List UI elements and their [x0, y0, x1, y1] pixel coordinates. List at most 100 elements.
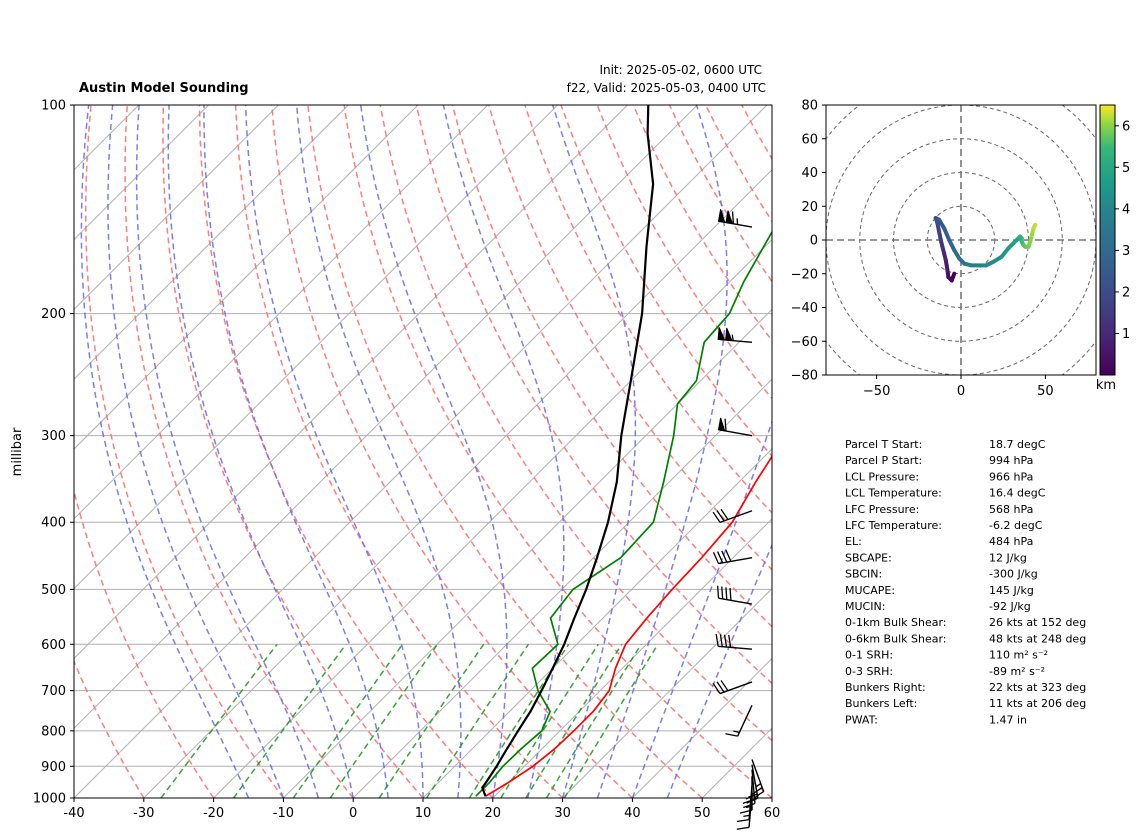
- moist-adiabat: [135, 105, 320, 798]
- hodograph-segment: [942, 226, 952, 242]
- barb-full: [736, 826, 750, 830]
- parameter-value: 966 hPa: [989, 470, 1033, 483]
- parameter-label: LFC Pressure:: [845, 503, 919, 516]
- moist-adiabat: [244, 105, 424, 798]
- barb-staff: [736, 705, 753, 737]
- y-tick-label: 600: [41, 638, 66, 653]
- x-tick-label: 40: [624, 806, 641, 821]
- barb-flag: [725, 327, 733, 342]
- x-tick-label: -40: [63, 806, 84, 821]
- parameter-label: SBCIN:: [845, 568, 882, 581]
- x-tick-label: -30: [133, 806, 154, 821]
- parameter-value: 1.47 in: [989, 713, 1027, 726]
- wind-barb: [725, 705, 753, 737]
- barb-staff: [719, 681, 753, 695]
- hodograph-colorbar: [1099, 104, 1116, 376]
- colorbar-tick-label: 4: [1122, 202, 1130, 217]
- moist-adiabat: [666, 543, 772, 798]
- hodo-y-tick-label: 80: [801, 99, 818, 114]
- barb-full: [712, 552, 720, 564]
- wind-barb: [712, 680, 753, 695]
- wind-barb: [736, 793, 753, 830]
- barb-staff: [751, 764, 759, 799]
- parameter-label: EL:: [845, 535, 862, 548]
- isotherm: [283, 308, 772, 798]
- barb-full: [724, 418, 727, 432]
- parameter-value: 12 J/kg: [989, 551, 1027, 564]
- dry-adiabat: [198, 105, 494, 798]
- colorbar-tick-label: 1: [1122, 327, 1130, 342]
- dry-adiabat: [668, 105, 772, 283]
- dewpoint-profile: [475, 230, 772, 797]
- skew-t-plot-frame: [73, 104, 773, 799]
- temperature-profile: [485, 454, 772, 797]
- parameter-label: 0-1km Bulk Shear:: [845, 616, 947, 629]
- dry-adiabat: [307, 105, 703, 798]
- mixing-ratio-line: [563, 643, 659, 798]
- barb-flag: [725, 210, 733, 225]
- parameter-label: LFC Temperature:: [845, 519, 942, 532]
- colorbar-tick-label: 5: [1122, 161, 1130, 176]
- parameter-value: 16.4 degC: [989, 487, 1046, 500]
- moist-adiabat: [203, 105, 389, 798]
- isotherm: [74, 105, 489, 520]
- barb-full: [716, 585, 720, 599]
- mixing-ratio-line: [232, 643, 347, 798]
- hodo-y-tick-label: 0: [810, 234, 818, 249]
- barb-full: [723, 634, 728, 648]
- parameter-value: -92 J/kg: [989, 600, 1031, 613]
- barb-full: [720, 680, 729, 692]
- parameter-value: 22 kts at 323 deg: [989, 681, 1086, 694]
- init-time: Init: 2025-05-02, 0600 UTC: [599, 63, 762, 77]
- barb-full: [728, 635, 732, 648]
- mixing-ratio-line: [329, 643, 439, 798]
- moist-adiabat: [551, 105, 637, 798]
- barb-full: [731, 211, 735, 224]
- skew-t-background-lines: [74, 105, 1142, 798]
- hodo-y-tick-label: 40: [801, 166, 818, 181]
- barb-half: [731, 334, 734, 341]
- parameter-value: 568 hPa: [989, 503, 1033, 516]
- dry-adiabat: [778, 105, 1142, 798]
- y-tick-label: 500: [41, 583, 66, 598]
- dry-adiabat: [162, 105, 424, 798]
- valid-time: f22, Valid: 2025-05-03, 0400 UTC: [567, 81, 766, 95]
- y-tick-label: 300: [41, 429, 66, 444]
- hodo-y-tick-label: 60: [801, 132, 818, 147]
- x-tick-label: -10: [273, 806, 294, 821]
- moist-adiabat: [80, 105, 250, 798]
- y-tick-label: 100: [41, 99, 66, 114]
- chart-title: Austin Model Sounding: [79, 81, 249, 96]
- wind-barb: [712, 508, 753, 524]
- wind-barbs: [712, 209, 765, 830]
- barb-staff: [751, 769, 756, 804]
- y-tick-label: 400: [41, 516, 66, 531]
- mixing-ratio-line: [525, 643, 623, 798]
- dry-adiabat: [415, 105, 772, 685]
- wind-barb: [717, 209, 753, 228]
- hodograph-ticks: −50 0 50 80 60 40 20 0 −20 −40 −60 −80: [791, 99, 1054, 400]
- isotherm: [74, 105, 768, 798]
- hodo-x-tick-label: −50: [863, 384, 890, 399]
- dry-adiabat: [560, 105, 772, 458]
- barb-full: [729, 587, 732, 601]
- x-tick-label: 10: [415, 806, 432, 821]
- hodograph-trace: [933, 216, 1038, 283]
- skew-t-profiles: [475, 105, 772, 797]
- isotherm: [422, 448, 772, 798]
- dry-adiabat: [84, 105, 285, 798]
- parameter-value: -89 m² s⁻²: [989, 665, 1045, 678]
- x-tick-label: 20: [485, 806, 502, 821]
- dry-adiabat: [850, 105, 1142, 798]
- barb-full: [725, 733, 738, 737]
- mixing-ratio-line: [292, 643, 404, 798]
- barb-full: [716, 510, 725, 522]
- barb-full: [725, 587, 728, 600]
- isotherm: [74, 105, 419, 450]
- barb-half: [743, 814, 750, 818]
- barb-full: [720, 508, 729, 520]
- parameter-label: Bunkers Left:: [845, 697, 917, 710]
- barb-staff: [719, 510, 753, 524]
- hodo-y-tick-label: 20: [801, 200, 818, 215]
- parameter-label: Parcel T Start:: [845, 438, 922, 451]
